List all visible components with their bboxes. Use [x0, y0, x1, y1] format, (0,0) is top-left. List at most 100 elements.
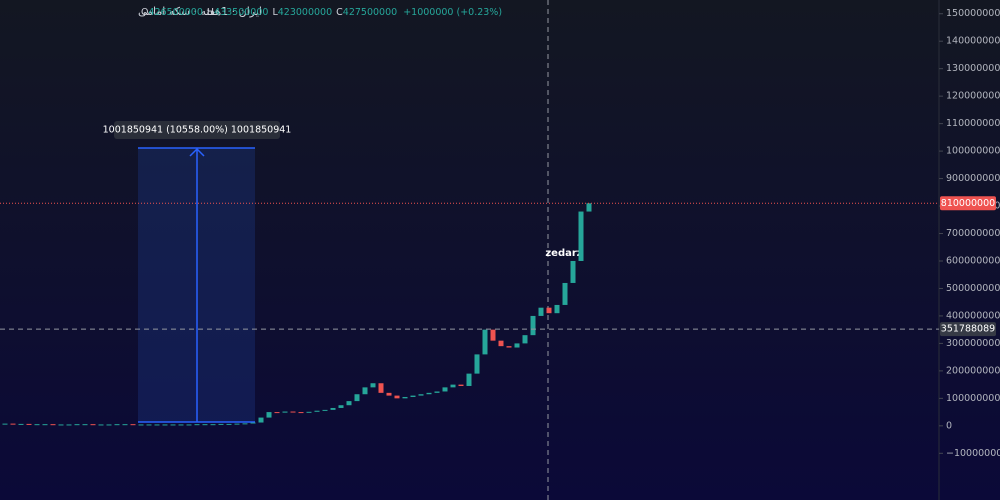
candle — [18, 423, 24, 425]
measure-arrowhead — [189, 147, 205, 157]
candle — [482, 329, 488, 355]
y-tick-label: 1100000000 — [946, 118, 1000, 129]
y-tick-label: −100000000 — [946, 448, 1000, 459]
ohlc-open-label: O — [141, 7, 148, 18]
candle — [250, 422, 256, 424]
candle — [530, 315, 536, 336]
ohlc-high: 433500000 — [214, 7, 268, 18]
candle — [450, 384, 456, 388]
candle — [170, 424, 176, 426]
ohlc-low: 423000000 — [278, 7, 332, 18]
y-tick-label: 1200000000 — [946, 91, 1000, 102]
candle — [394, 395, 400, 399]
measure-label-bg — [114, 121, 280, 139]
candle — [106, 424, 112, 426]
watermark: zedarz — [545, 248, 582, 259]
candle — [74, 424, 80, 426]
candle — [578, 211, 584, 261]
candle — [58, 424, 64, 426]
y-tick-label: 200000000 — [946, 365, 1000, 376]
candle — [410, 395, 416, 397]
candle — [570, 260, 576, 283]
candle — [490, 329, 496, 341]
candle — [386, 392, 392, 396]
candle — [546, 307, 552, 314]
candle — [290, 411, 296, 413]
candle — [154, 424, 160, 426]
candle — [298, 412, 304, 414]
y-tick-label: 300000000 — [946, 338, 1000, 349]
candle — [514, 343, 520, 348]
candle — [322, 409, 328, 411]
y-tick-label: 900000000 — [946, 173, 1000, 184]
candle — [346, 401, 352, 406]
y-tick-label: 1400000000 — [946, 36, 1000, 47]
candle — [434, 391, 440, 393]
candle — [10, 423, 16, 425]
candle — [66, 424, 72, 426]
candle — [218, 423, 224, 425]
candle — [162, 424, 168, 426]
candle — [418, 394, 424, 396]
candle — [554, 304, 560, 314]
candle — [498, 340, 504, 347]
ohlc-open: 426500000 — [148, 7, 202, 18]
candle — [26, 423, 32, 425]
candle — [338, 405, 344, 408]
candle — [234, 423, 240, 425]
y-tick-label: 1300000000 — [946, 63, 1000, 74]
candle — [194, 424, 200, 426]
candle — [178, 424, 184, 426]
ohlc-close: 427500000 — [343, 7, 397, 18]
candle — [274, 412, 280, 414]
candle — [458, 384, 464, 386]
y-tick-label: 400000000 — [946, 310, 1000, 321]
candle — [402, 396, 408, 399]
candle — [98, 424, 104, 426]
candle — [122, 424, 128, 426]
candle — [226, 423, 232, 425]
y-tick-label: 700000000 — [946, 228, 1000, 239]
ohlc-high-label: H — [207, 7, 214, 18]
candle — [442, 387, 448, 392]
candle — [314, 410, 320, 412]
candle — [522, 335, 528, 344]
candle — [2, 423, 8, 425]
ohlc-close-label: C — [336, 7, 343, 18]
candle — [90, 424, 96, 426]
candle — [362, 387, 368, 395]
candle — [186, 424, 192, 426]
ohlc-values: O426500000 H433500000 L423000000 C427500000… — [141, 7, 502, 18]
candle — [266, 412, 272, 418]
candle — [378, 383, 384, 393]
candle — [146, 424, 152, 426]
candle — [586, 203, 592, 212]
y-tick-label: 0 — [946, 420, 952, 431]
last-price-badge — [940, 196, 996, 211]
y-tick-label: 500000000 — [946, 283, 1000, 294]
crosshair-badge — [940, 322, 996, 337]
candle — [466, 373, 472, 386]
measure-label: 1001850941 (10558.00%) 1001850941 — [103, 125, 292, 136]
ohlc-legend: O426500000 H433500000 L423000000 C427500000… — [141, 7, 502, 18]
y-tick-label: 100000000 — [946, 393, 1000, 404]
candle — [202, 424, 208, 426]
candle — [426, 392, 432, 395]
candle — [354, 394, 360, 402]
candle — [50, 424, 56, 426]
y-tick-label: 1500000000 — [946, 8, 1000, 19]
candle — [330, 407, 336, 410]
candle — [370, 383, 376, 388]
candle — [130, 424, 136, 426]
y-tick-label: 1000000000 — [946, 146, 1000, 157]
candle — [42, 424, 48, 426]
candle — [506, 346, 512, 348]
crosshair-label: 351788089 — [941, 324, 995, 335]
candle — [474, 354, 480, 374]
ohlc-change: +1000000 (+0.23%) — [403, 7, 502, 18]
candle — [306, 411, 312, 413]
last-price-label: 810000000 — [941, 198, 995, 209]
candle — [82, 424, 88, 426]
